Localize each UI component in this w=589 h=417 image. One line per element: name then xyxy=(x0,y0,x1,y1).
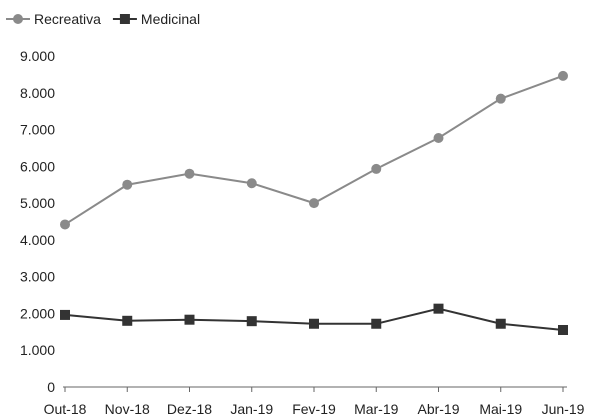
data-point-medicinal xyxy=(309,318,319,329)
x-tick-label: Jun-19 xyxy=(542,401,585,417)
legend-marker-medicinal xyxy=(119,14,130,24)
data-point-medicinal xyxy=(558,324,568,335)
data-point-recreativa xyxy=(60,219,70,230)
y-tick-label: 9.000 xyxy=(20,48,55,64)
x-axis: Out-18 Nov-18 Dez-18 Jan-19 Fev-19 Mar-19 Abr-… xyxy=(44,387,585,417)
data-point-recreativa xyxy=(184,168,195,179)
y-tick-label: 3.000 xyxy=(20,269,55,285)
x-tick-label: Dez-18 xyxy=(167,401,212,417)
series-layer xyxy=(60,70,568,335)
data-point-medicinal xyxy=(184,314,195,325)
data-point-recreativa xyxy=(433,133,444,144)
data-point-medicinal xyxy=(433,303,444,314)
legend-label-recreativa: Recreativa xyxy=(34,11,101,27)
legend: Recreativa Medicinal xyxy=(6,11,200,27)
x-tick-label: Abr-19 xyxy=(417,401,459,417)
x-tick-label: Fev-19 xyxy=(292,401,336,417)
data-point-recreativa xyxy=(495,93,506,104)
legend-item-recreativa: Recreativa xyxy=(6,11,101,27)
x-tick-label: Mar-19 xyxy=(354,401,399,417)
x-tick-label: Mai-19 xyxy=(479,401,522,417)
y-tick-label: 4.000 xyxy=(20,232,55,248)
y-axis: 0 1.000 2.000 3.000 4.000 5.000 6.000 7.000 8.00… xyxy=(20,48,55,395)
data-point-recreativa xyxy=(309,198,319,209)
data-point-medicinal xyxy=(122,315,133,326)
y-tick-label: 0 xyxy=(47,379,55,395)
y-tick-label: 5.000 xyxy=(20,195,55,211)
data-point-medicinal xyxy=(246,316,257,327)
y-tick-label: 7.000 xyxy=(20,122,55,138)
data-point-recreativa xyxy=(558,70,568,81)
series-medicinal xyxy=(60,303,568,335)
data-point-medicinal xyxy=(495,318,506,329)
data-point-recreativa xyxy=(246,178,257,189)
y-tick-label: 8.000 xyxy=(20,85,55,101)
legend-item-medicinal: Medicinal xyxy=(112,11,200,27)
legend-marker-recreativa xyxy=(13,14,23,24)
data-point-recreativa xyxy=(371,163,382,174)
data-point-medicinal xyxy=(371,318,382,329)
data-point-medicinal xyxy=(60,309,70,320)
x-tick-label: Out-18 xyxy=(44,401,87,417)
x-tick-label: Jan-19 xyxy=(230,401,273,417)
y-tick-label: 6.000 xyxy=(20,158,55,174)
legend-label-medicinal: Medicinal xyxy=(141,11,200,27)
data-point-recreativa xyxy=(122,179,133,190)
series-recreativa xyxy=(60,70,568,230)
x-tick-label: Nov-18 xyxy=(105,401,150,417)
y-tick-label: 2.000 xyxy=(20,305,55,321)
y-tick-label: 1.000 xyxy=(20,342,55,358)
